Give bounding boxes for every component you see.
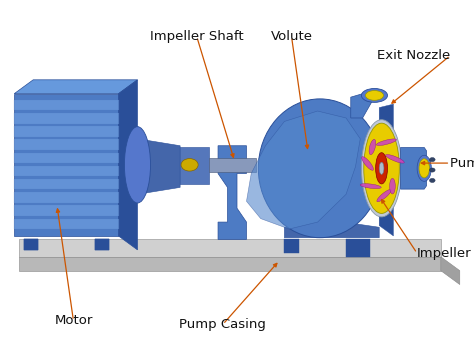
- Ellipse shape: [385, 154, 404, 163]
- Polygon shape: [218, 146, 246, 239]
- Polygon shape: [24, 239, 38, 250]
- Ellipse shape: [379, 162, 384, 174]
- Polygon shape: [14, 153, 118, 163]
- Polygon shape: [379, 104, 393, 236]
- Polygon shape: [95, 239, 109, 250]
- Ellipse shape: [364, 123, 399, 213]
- Polygon shape: [346, 239, 370, 257]
- Ellipse shape: [417, 155, 431, 181]
- Polygon shape: [118, 80, 137, 250]
- Polygon shape: [14, 139, 118, 150]
- Polygon shape: [401, 147, 427, 189]
- Circle shape: [429, 178, 435, 183]
- Ellipse shape: [124, 127, 150, 203]
- Polygon shape: [14, 113, 118, 124]
- Ellipse shape: [362, 120, 402, 217]
- Text: Pump Inlet: Pump Inlet: [450, 156, 474, 170]
- Polygon shape: [14, 166, 118, 176]
- Polygon shape: [14, 179, 118, 189]
- Ellipse shape: [369, 139, 376, 155]
- Bar: [209, 158, 256, 172]
- Polygon shape: [14, 192, 118, 203]
- Text: Pump Casing: Pump Casing: [179, 318, 266, 331]
- Text: Impeller: Impeller: [417, 247, 472, 260]
- Polygon shape: [14, 126, 118, 137]
- Polygon shape: [19, 239, 441, 257]
- Polygon shape: [14, 219, 118, 229]
- Ellipse shape: [377, 189, 391, 202]
- Ellipse shape: [419, 159, 429, 178]
- Circle shape: [181, 159, 198, 171]
- Polygon shape: [284, 224, 379, 238]
- Polygon shape: [14, 205, 118, 216]
- Ellipse shape: [390, 178, 395, 194]
- Polygon shape: [14, 94, 118, 236]
- Polygon shape: [441, 257, 460, 285]
- Ellipse shape: [376, 139, 397, 145]
- Ellipse shape: [361, 88, 388, 102]
- Text: Impeller Shaft: Impeller Shaft: [150, 30, 244, 43]
- Ellipse shape: [365, 91, 383, 100]
- Circle shape: [429, 168, 435, 172]
- Polygon shape: [137, 139, 180, 194]
- Text: Motor: Motor: [55, 314, 92, 328]
- Polygon shape: [19, 257, 441, 271]
- Polygon shape: [246, 111, 360, 229]
- Polygon shape: [284, 239, 299, 253]
- Text: Exit Nozzle: Exit Nozzle: [377, 49, 450, 62]
- Text: Volute: Volute: [271, 30, 312, 43]
- Ellipse shape: [362, 156, 374, 170]
- Polygon shape: [14, 80, 137, 94]
- Ellipse shape: [258, 99, 382, 238]
- Polygon shape: [137, 147, 209, 184]
- Polygon shape: [95, 239, 109, 250]
- Ellipse shape: [375, 153, 388, 184]
- Polygon shape: [351, 94, 374, 118]
- Ellipse shape: [360, 184, 381, 189]
- Circle shape: [429, 158, 435, 162]
- Polygon shape: [24, 239, 38, 250]
- Polygon shape: [14, 100, 118, 110]
